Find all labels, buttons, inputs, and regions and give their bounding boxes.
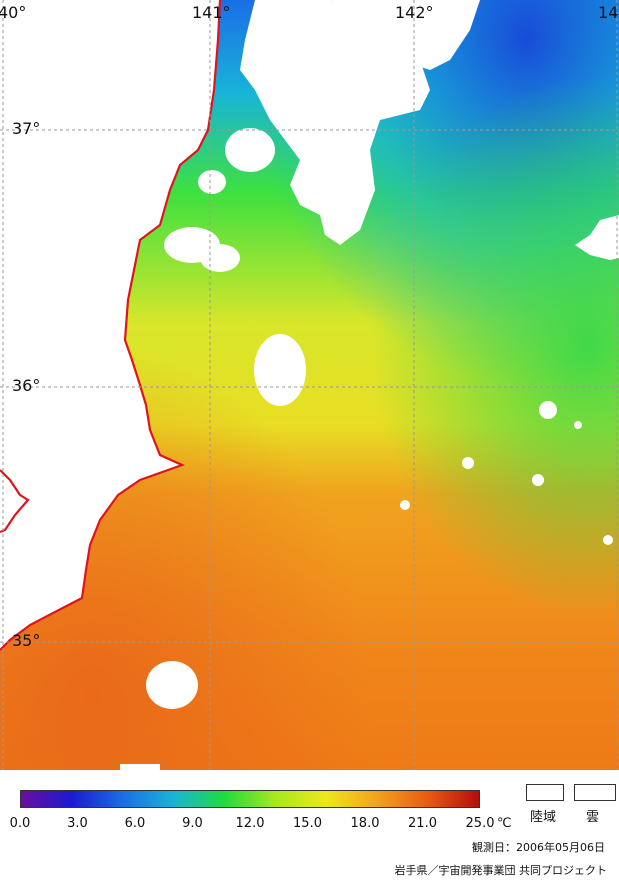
color-bar-tick-label: 6.0 (124, 816, 146, 831)
cloud-key-swatch (574, 784, 616, 801)
color-bar-tick-label: 0.0 (9, 816, 31, 831)
cloud-fleck-3 (532, 474, 544, 486)
cloud-center (254, 334, 306, 406)
temperature-color-bar (20, 790, 480, 808)
latitude-label-37: 37° (12, 119, 40, 138)
color-bar-tick-label: 12.0 (235, 816, 265, 831)
temperature-unit: ℃ (497, 816, 512, 831)
cloud-masks (120, 0, 619, 770)
credit-line: 岩手県／宇宙開発事業団 共同プロジェクト (394, 864, 608, 877)
land-key-label: 陸域 (530, 810, 557, 825)
cloud-north-east (330, 0, 480, 70)
color-bar-tick-label: 9.0 (182, 816, 203, 831)
longitude-label-142: 142° (395, 3, 434, 22)
longitude-label-140: 40° (0, 3, 26, 22)
cloud-bottom-strip (120, 764, 160, 770)
cloud-coast-north (198, 170, 226, 194)
color-bar-tick-label: 15.0 (293, 816, 322, 831)
color-bar-tick-label: 21.0 (408, 816, 437, 831)
observation-date: 観測日：2006年05月06日 (472, 841, 605, 854)
longitude-label-143: 14 (598, 3, 618, 22)
cloud-key-label: 雲 (586, 810, 600, 825)
coastline (0, 0, 222, 651)
cloud-fleck-5 (603, 535, 613, 545)
coastline-peninsula (0, 469, 30, 534)
land-key-swatch (526, 784, 564, 801)
cloud-east (575, 215, 619, 260)
longitude-label-141: 141° (192, 3, 231, 22)
cloud-fleck-4 (400, 500, 410, 510)
cloud-west-2 (200, 244, 240, 272)
cloud-fleck-2 (462, 457, 474, 469)
land-peninsula (0, 470, 28, 532)
latitude-label-35: 35° (12, 631, 40, 650)
latitude-label-36: 36° (12, 376, 40, 395)
color-bar-tick-label: 18.0 (350, 816, 380, 831)
sea-surface-temperature-map: 40° 141° 142° 14 37° 36° 35° (0, 0, 619, 770)
cloud-north (240, 0, 430, 245)
cloud-south (146, 661, 198, 709)
land-honshu (0, 0, 220, 650)
graticule (0, 0, 619, 770)
color-bar-tick-label: 25.0 (465, 816, 495, 831)
cloud-near-37 (225, 128, 275, 172)
cloud-fleck-6 (574, 421, 582, 429)
color-bar-tick-label: 3.0 (67, 816, 88, 831)
cloud-fleck-1 (539, 401, 557, 419)
